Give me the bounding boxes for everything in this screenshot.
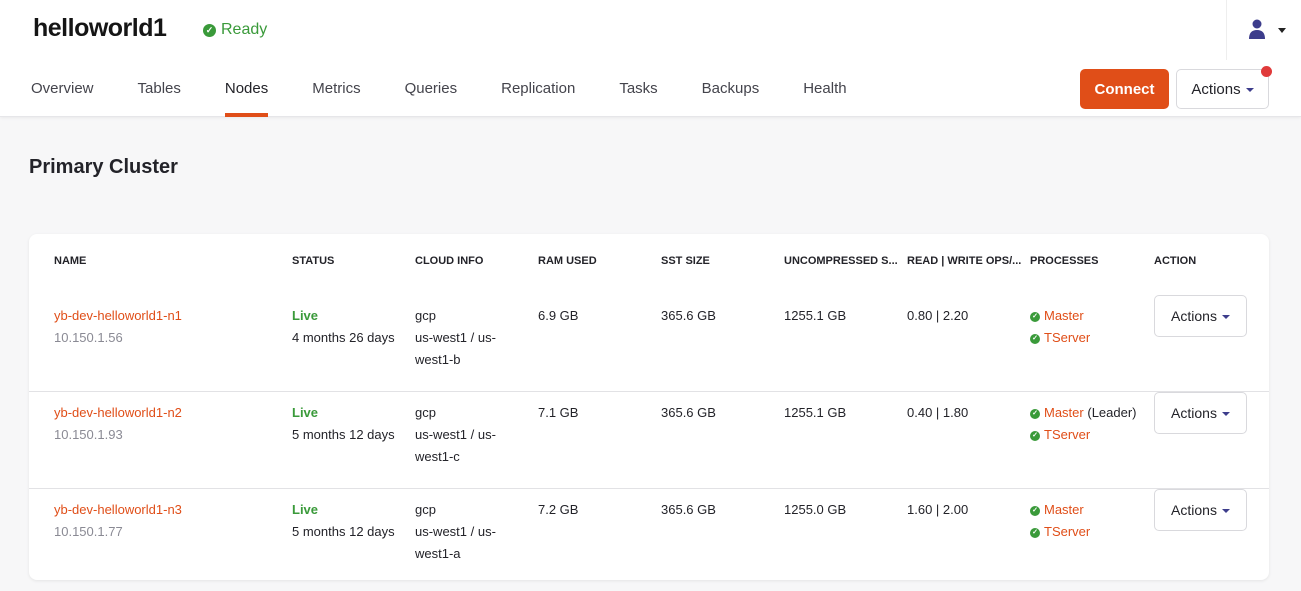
tab-tasks[interactable]: Tasks xyxy=(619,80,658,97)
column-header: ACTION xyxy=(1154,255,1197,267)
check-circle-icon: ✓ xyxy=(203,23,216,37)
tserver-link[interactable]: TServer xyxy=(1044,524,1091,539)
row-actions-button[interactable]: Actions xyxy=(1154,392,1247,434)
column-header: STATUS xyxy=(292,255,335,267)
node-status: Live xyxy=(292,308,319,323)
zone: west1-b xyxy=(415,352,461,367)
table-row: yb-dev-helloworld1-n1 10.150.1.56 Live 4 m… xyxy=(29,294,1269,391)
tab-queries[interactable]: Queries xyxy=(404,80,458,97)
uncompressed-size: 1255.0 GB xyxy=(784,502,847,517)
tab-overview[interactable]: Overview xyxy=(31,80,94,97)
table-row: yb-dev-helloworld1-n3 10.150.1.77 Live 5 m… xyxy=(29,488,1269,585)
check-circle-icon: ✓ xyxy=(1030,527,1040,538)
zone: west1-a xyxy=(415,546,461,561)
cloud: gcp xyxy=(415,502,436,517)
uptime: 5 months 12 days xyxy=(292,427,395,442)
tserver-link[interactable]: TServer xyxy=(1044,427,1091,442)
row-actions-button[interactable]: Actions xyxy=(1154,295,1247,337)
check-circle-icon: ✓ xyxy=(1030,408,1040,419)
user-menu[interactable] xyxy=(1226,0,1301,60)
caret-down-icon xyxy=(1221,315,1230,320)
uptime: 4 months 26 days xyxy=(292,330,395,345)
ram-used: 6.9 GB xyxy=(538,308,579,323)
column-header: NAME xyxy=(54,255,87,267)
user-icon xyxy=(1249,19,1265,39)
uncompressed-size: 1255.1 GB xyxy=(784,405,847,420)
cloud: gcp xyxy=(415,405,436,420)
node-ip: 10.150.1.77 xyxy=(54,524,123,539)
column-header: PROCESSES xyxy=(1030,255,1099,267)
tab-nodes[interactable]: Nodes xyxy=(224,80,269,117)
column-header: READ | WRITE OPS/... xyxy=(907,255,1022,267)
region: us-west1 / us- xyxy=(415,330,496,345)
node-ip: 10.150.1.93 xyxy=(54,427,123,442)
node-name-link[interactable]: yb-dev-helloworld1-n2 xyxy=(54,405,182,420)
ram-used: 7.2 GB xyxy=(538,502,579,517)
cluster-title: helloworld1 xyxy=(33,14,167,42)
master-link[interactable]: Master xyxy=(1044,502,1084,517)
status-badge: ✓ Ready xyxy=(203,21,267,39)
column-header: UNCOMPRESSED S... xyxy=(784,255,898,267)
master-link[interactable]: Master xyxy=(1044,405,1084,420)
caret-down-icon xyxy=(1245,87,1254,92)
check-circle-icon: ✓ xyxy=(1030,311,1040,322)
check-circle-icon: ✓ xyxy=(1030,505,1040,516)
read-write-ops: 0.40 | 1.80 xyxy=(907,405,969,420)
table-row: yb-dev-helloworld1-n2 10.150.1.93 Live 5 m… xyxy=(29,391,1269,488)
sst-size: 365.6 GB xyxy=(661,405,716,420)
uptime: 5 months 12 days xyxy=(292,524,395,539)
caret-down-icon xyxy=(1278,28,1286,33)
tab-metrics[interactable]: Metrics xyxy=(312,80,361,97)
connect-button[interactable]: Connect xyxy=(1080,69,1169,109)
ram-used: 7.1 GB xyxy=(538,405,579,420)
read-write-ops: 0.80 | 2.20 xyxy=(907,308,969,323)
caret-down-icon xyxy=(1221,509,1230,514)
master-link[interactable]: Master xyxy=(1044,308,1084,323)
region: us-west1 / us- xyxy=(415,427,496,442)
column-header: CLOUD INFO xyxy=(415,255,484,267)
tab-tables[interactable]: Tables xyxy=(137,80,181,97)
caret-down-icon xyxy=(1221,412,1230,417)
region: us-west1 / us- xyxy=(415,524,496,539)
tserver-link[interactable]: TServer xyxy=(1044,330,1091,345)
check-circle-icon: ✓ xyxy=(1030,430,1040,441)
column-header: RAM USED xyxy=(538,255,597,267)
zone: west1-c xyxy=(415,449,460,464)
node-name-link[interactable]: yb-dev-helloworld1-n3 xyxy=(54,502,182,517)
header: helloworld1 ✓ Ready Overview Tables Nodes Me… xyxy=(0,0,1301,117)
node-status: Live xyxy=(292,502,319,517)
sst-size: 365.6 GB xyxy=(661,502,716,517)
cloud: gcp xyxy=(415,308,436,323)
check-circle-icon: ✓ xyxy=(1030,333,1040,344)
row-actions-button[interactable]: Actions xyxy=(1154,489,1247,531)
tab-backups[interactable]: Backups xyxy=(701,80,760,97)
tab-health[interactable]: Health xyxy=(803,80,847,97)
node-ip: 10.150.1.56 xyxy=(54,330,123,345)
uncompressed-size: 1255.1 GB xyxy=(784,308,847,323)
actions-dropdown-button[interactable]: Actions xyxy=(1176,69,1269,109)
node-name-link[interactable]: yb-dev-helloworld1-n1 xyxy=(54,308,182,323)
notification-dot xyxy=(1261,66,1272,77)
tab-bar: Overview Tables Nodes Metrics Queries Replica… xyxy=(31,80,891,117)
node-status: Live xyxy=(292,405,319,420)
read-write-ops: 1.60 | 2.00 xyxy=(907,502,969,517)
sst-size: 365.6 GB xyxy=(661,308,716,323)
nodes-table: NAME STATUS CLOUD INFO RAM USED SST SIZE UNCO… xyxy=(29,234,1269,580)
tab-replication[interactable]: Replication xyxy=(501,80,576,97)
page-title: Primary Cluster xyxy=(29,156,178,178)
column-header: SST SIZE xyxy=(661,255,710,267)
leader-label: (Leader) xyxy=(1087,405,1137,420)
